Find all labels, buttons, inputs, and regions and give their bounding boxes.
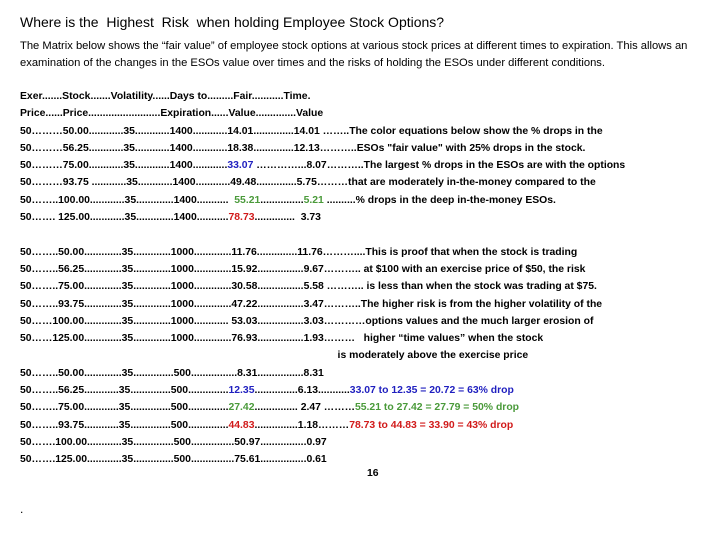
highlighted-value: 78.73 (228, 212, 255, 224)
row-text: 50………75.00............35............1400… (20, 160, 228, 172)
matrix-row: 50……..93.75.............35.............1… (20, 296, 720, 313)
row-text: 50……..56.25.............35.............1… (20, 263, 586, 275)
row-text: Exer.......Stock.......Volatility......D… (20, 91, 311, 102)
highlighted-value: 78.73 to 44.83 = 33.90 = 43% drop (349, 419, 514, 431)
row-text: 50……..75.00............35..............5… (20, 402, 229, 414)
row-text: 50…….125.00............35..............5… (20, 454, 327, 466)
row-text: 50……..93.75............35..............5… (20, 419, 229, 431)
matrix-row: 50……..50.00.............35.............1… (20, 244, 720, 261)
matrix-row: 50………75.00............35............1400… (20, 157, 720, 174)
row-text: Price......Price........................… (20, 108, 324, 120)
matrix-row: 50……..75.00............35..............5… (20, 399, 720, 416)
intro-paragraph: The Matrix below shows the “fair value” … (20, 40, 688, 69)
matrix-row: 50………93.75 ............35............140… (20, 174, 720, 191)
matrix-row: 50……..50.00.............35..............… (20, 365, 720, 382)
matrix-row: Price......Price........................… (20, 105, 720, 122)
matrix-row: 50……..100.00............35.............1… (20, 192, 720, 209)
row-text: 50……..50.00.............35.............1… (20, 246, 578, 258)
highlighted-value: 12.35 (228, 385, 255, 397)
row-text: .............. 3.73 (254, 212, 321, 224)
row-spacer (20, 226, 720, 243)
highlighted-value: 27.42 (228, 402, 255, 414)
highlighted-value: 33.07 to 12.35 = 20.72 = 63% drop (349, 385, 514, 397)
matrix-row: Exer.......Stock.......Volatility......D… (20, 88, 720, 105)
row-text: 50……..56.25............35..............5… (20, 385, 229, 397)
matrix-row: 50………50.00............35............1400… (20, 123, 720, 140)
row-text: 50……. 125.00............35.............1… (20, 212, 229, 224)
row-text: ..........% drops in the deep in-the-mon… (323, 194, 556, 206)
row-text: ............... 2.47 ……… (254, 402, 355, 414)
matrix-row: 50……..93.75............35..............5… (20, 417, 720, 434)
row-text: 50……..100.00............35.............1… (20, 194, 235, 206)
row-text: 50…….100.00............35..............5… (20, 436, 327, 448)
option-value-matrix: Exer.......Stock.......Volatility......D… (20, 88, 720, 469)
matrix-row: is moderately above the exercise price (20, 347, 720, 364)
row-text: ............... (260, 194, 304, 206)
row-text: 50……..50.00.............35..............… (20, 367, 324, 379)
page-number: 16 (367, 468, 379, 479)
page-title: Where is the Highest Risk when holding E… (20, 14, 445, 30)
matrix-row: 50…….125.00............35..............5… (20, 451, 720, 468)
matrix-row: 50……..56.25.............35.............1… (20, 261, 720, 278)
matrix-row: 50………56.25............35............1400… (20, 140, 720, 157)
row-text: 50………93.75 ............35............140… (20, 177, 596, 189)
matrix-row: 50……..56.25............35..............5… (20, 382, 720, 399)
row-text: ...............1.18……… (254, 419, 350, 431)
matrix-row: 50……..75.00.............35.............1… (20, 278, 720, 295)
highlighted-value: 33.07 (227, 160, 254, 172)
row-text: 50………50.00............35............1400… (20, 125, 603, 137)
footer-mark: . (20, 502, 24, 516)
matrix-row: 50…….100.00............35..............5… (20, 434, 720, 451)
highlighted-value: 5.21 (303, 194, 324, 206)
row-text: 50……100.00.............35.............10… (20, 315, 594, 327)
row-text: …………...8.07………..The largest % drops in t… (253, 160, 626, 172)
row-text: is moderately above the exercise price (20, 350, 529, 362)
matrix-row: 50……125.00.............35.............10… (20, 330, 720, 347)
row-text: 50………56.25............35............1400… (20, 142, 586, 154)
row-text: 50……..93.75.............35.............1… (20, 298, 603, 310)
row-text: ...............6.13........... (254, 385, 350, 397)
row-text: 50……125.00.............35.............10… (20, 333, 544, 345)
highlighted-value: 55.21 to 27.42 = 27.79 = 50% drop (354, 402, 520, 414)
matrix-row: 50……100.00.............35.............10… (20, 313, 720, 330)
matrix-row: 50……. 125.00............35.............1… (20, 209, 720, 226)
highlighted-value: 44.83 (228, 419, 255, 431)
highlighted-value: 55.21 (234, 194, 261, 206)
row-text: 50……..75.00.............35.............1… (20, 281, 597, 293)
